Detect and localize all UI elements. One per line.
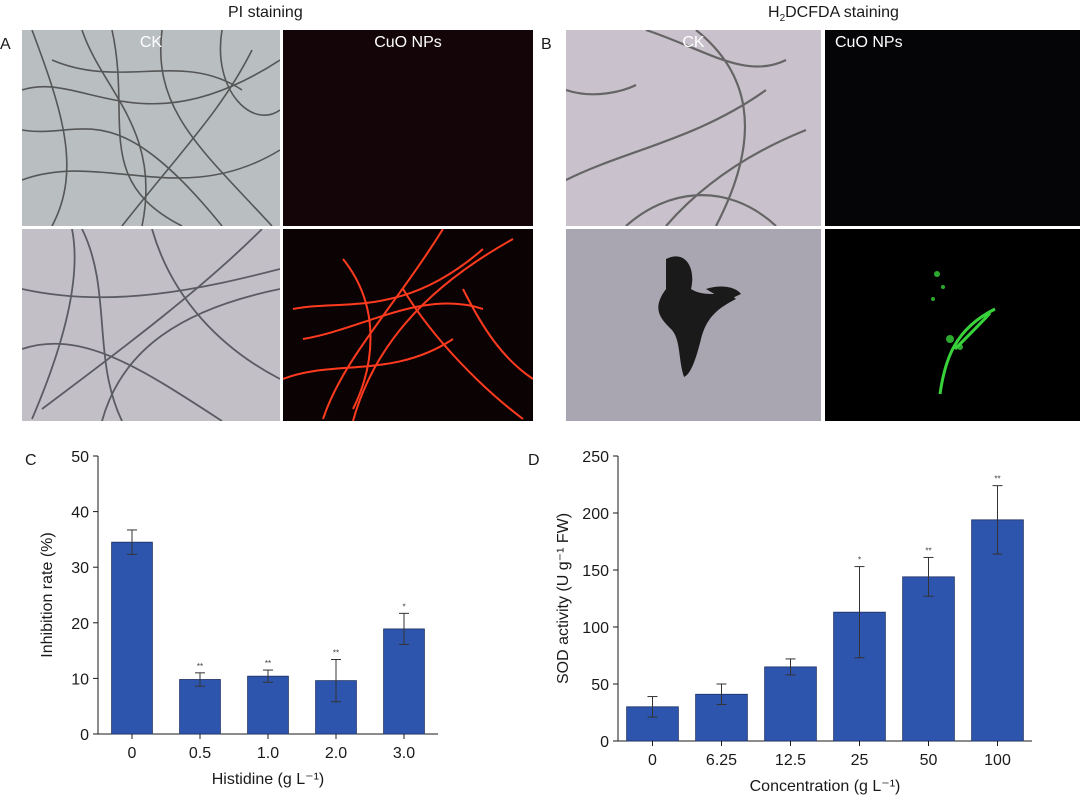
pi-staining-title: PI staining bbox=[228, 4, 303, 21]
chart-inhibition-rate: 0 10 20 30 40 50 0 ** 0.5 ** 1.0 ** 2.0 * 3.0 Histidine… bbox=[0, 440, 540, 796]
bar bbox=[111, 541, 153, 735]
x-tick-label: 6.25 bbox=[706, 752, 737, 769]
x-tick-label: 0 bbox=[128, 745, 137, 762]
label-cuo-nps: CuO NPs bbox=[835, 34, 903, 51]
bar bbox=[315, 680, 357, 735]
panel-letter-c: C bbox=[25, 452, 37, 469]
y-tick-label: 100 bbox=[582, 620, 609, 637]
significance-marker: * bbox=[858, 556, 861, 565]
x-tick-label: 0.5 bbox=[189, 745, 211, 762]
x-tick-label: 12.5 bbox=[775, 752, 806, 769]
panel-letter-b: B bbox=[541, 36, 552, 53]
title-rest: DCFDA staining bbox=[785, 4, 899, 21]
micrograph-a-np-top: CuO NPs bbox=[283, 30, 533, 226]
x-tick-label: 3.0 bbox=[393, 745, 415, 762]
x-tick-label: 0 bbox=[648, 752, 657, 769]
y-tick-label: 10 bbox=[71, 671, 89, 688]
micrograph-a-ck-bottom bbox=[22, 229, 280, 421]
bar bbox=[179, 679, 221, 735]
y-tick-label: 20 bbox=[71, 616, 89, 633]
label-ck: CK bbox=[682, 34, 705, 51]
label-cuo-nps: CuO NPs bbox=[374, 34, 442, 51]
h2dcfda-staining-title: H2DCFDA staining bbox=[768, 4, 899, 24]
bar bbox=[764, 666, 817, 742]
panel-letter-a: A bbox=[0, 36, 11, 53]
micrograph-b-np-top: CuO NPs bbox=[825, 30, 1080, 226]
micrograph-a-np-bottom bbox=[283, 229, 533, 421]
y-axis-title: Inhibition rate (%) bbox=[39, 532, 56, 657]
x-tick-label: 25 bbox=[851, 752, 869, 769]
micrograph-b-np-bottom bbox=[825, 229, 1080, 421]
title-h: H bbox=[768, 4, 780, 21]
chart-sod-activity: 0 50 100 150 200 250 0 6.25 12.5 * 25 ** 50 ** 100 Conc… bbox=[540, 440, 1081, 796]
y-tick-label: 150 bbox=[582, 563, 609, 580]
y-tick-label: 30 bbox=[71, 560, 89, 577]
x-axis-title: Concentration (g L⁻¹) bbox=[750, 778, 901, 795]
significance-marker: ** bbox=[333, 648, 339, 657]
label-ck: CK bbox=[139, 34, 163, 51]
y-tick-label: 200 bbox=[582, 506, 609, 523]
bar bbox=[971, 519, 1024, 742]
x-tick-label: 2.0 bbox=[325, 745, 347, 762]
significance-marker: ** bbox=[197, 662, 203, 671]
y-axis-title: SOD activity (U g⁻¹ FW) bbox=[555, 513, 572, 684]
x-axis-title: Histidine (g L⁻¹) bbox=[212, 771, 324, 788]
micrograph-b-ck-top: CK bbox=[566, 30, 821, 226]
chart-d-svg: 0 50 100 150 200 250 0 6.25 12.5 * 25 ** 50 ** 100 Conc… bbox=[555, 449, 1032, 795]
y-tick-label: 50 bbox=[71, 449, 89, 466]
significance-marker: ** bbox=[925, 546, 931, 555]
significance-marker: * bbox=[402, 602, 405, 611]
bar bbox=[247, 675, 289, 735]
y-tick-label: 0 bbox=[80, 727, 89, 744]
bar bbox=[902, 576, 955, 742]
micrograph-a-ck-top: CK bbox=[22, 30, 280, 226]
y-tick-label: 50 bbox=[591, 677, 609, 694]
panel-letter-d: D bbox=[528, 452, 540, 469]
significance-marker: ** bbox=[265, 659, 271, 668]
significance-marker: ** bbox=[994, 475, 1000, 484]
x-tick-label: 100 bbox=[984, 752, 1011, 769]
micrograph-b-ck-bottom bbox=[566, 229, 821, 421]
x-tick-label: 50 bbox=[920, 752, 938, 769]
x-tick-label: 1.0 bbox=[257, 745, 279, 762]
chart-c-svg: 0 10 20 30 40 50 0 ** 0.5 ** 1.0 ** 2.0 * 3.0 Histidine… bbox=[39, 449, 438, 788]
title-sub-2: 2 bbox=[779, 13, 786, 25]
y-tick-label: 250 bbox=[582, 449, 609, 466]
y-tick-label: 40 bbox=[71, 505, 89, 522]
y-tick-label: 0 bbox=[600, 734, 609, 751]
